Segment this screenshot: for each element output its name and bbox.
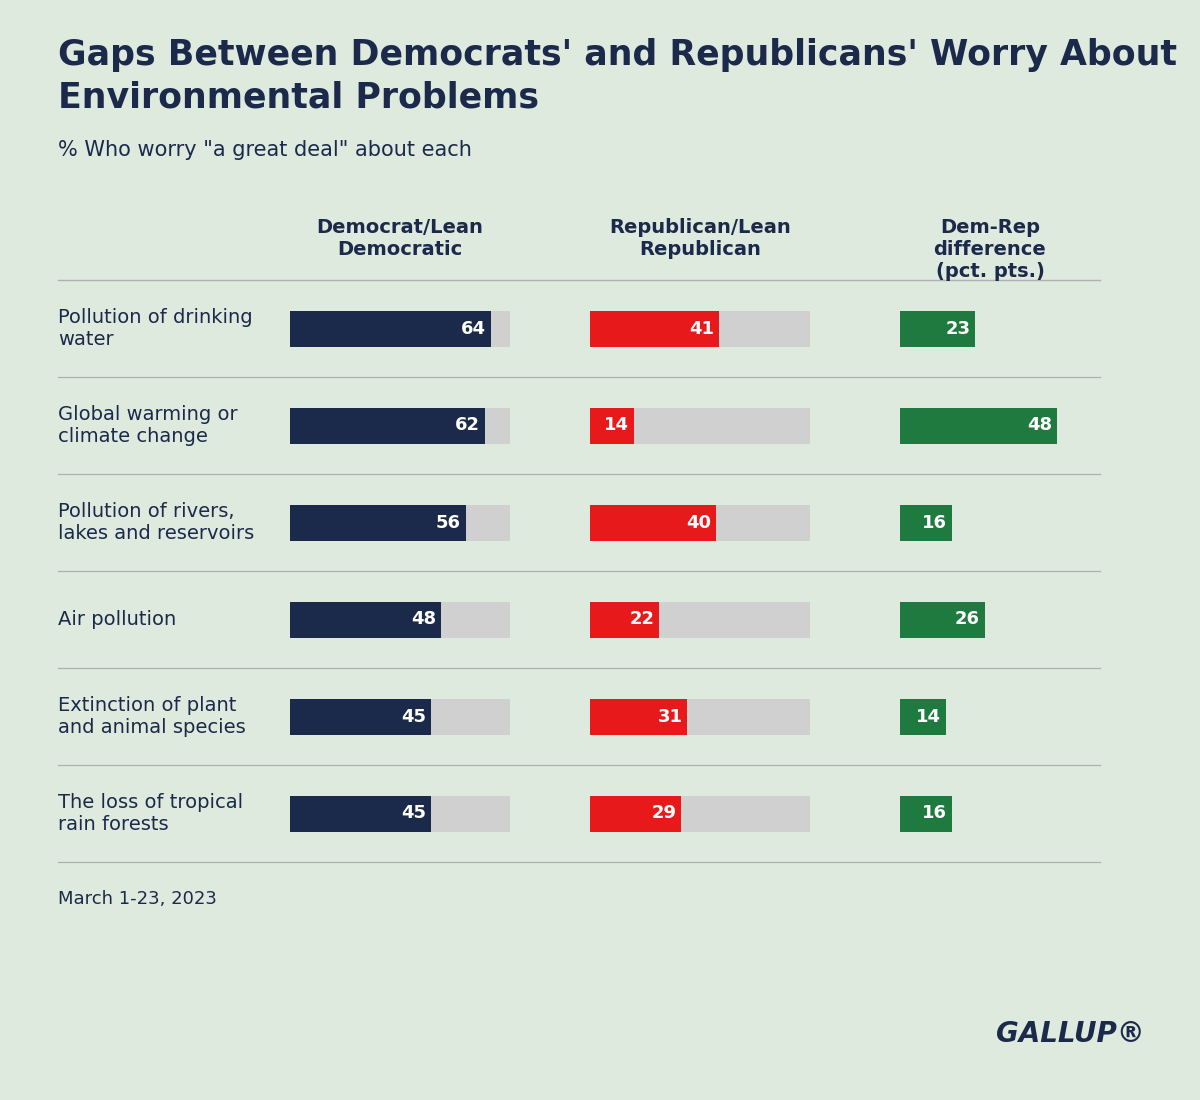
Bar: [290, 602, 510, 638]
Text: 26: 26: [955, 610, 980, 628]
Text: The loss of tropical
rain forests: The loss of tropical rain forests: [58, 793, 244, 834]
Bar: [290, 407, 485, 443]
Bar: [590, 310, 810, 346]
Text: Global warming or
climate change: Global warming or climate change: [58, 405, 238, 446]
Bar: [900, 310, 976, 346]
Text: 45: 45: [402, 707, 426, 726]
Bar: [590, 310, 719, 346]
Bar: [290, 698, 510, 735]
Text: 48: 48: [410, 610, 436, 628]
Bar: [290, 505, 466, 540]
Text: 48: 48: [1027, 417, 1052, 434]
Bar: [900, 407, 1057, 443]
Text: 45: 45: [402, 804, 426, 823]
Bar: [590, 795, 682, 832]
Text: Extinction of plant
and animal species: Extinction of plant and animal species: [58, 696, 246, 737]
Bar: [590, 407, 634, 443]
Text: Dem-Rep
difference
(pct. pts.): Dem-Rep difference (pct. pts.): [934, 218, 1046, 280]
Text: Pollution of drinking
water: Pollution of drinking water: [58, 308, 253, 349]
Text: 14: 14: [916, 707, 941, 726]
Bar: [290, 407, 510, 443]
Text: 64: 64: [461, 319, 486, 338]
Bar: [590, 602, 810, 638]
Bar: [590, 505, 715, 540]
Text: Republican/Lean
Republican: Republican/Lean Republican: [610, 218, 791, 258]
Bar: [590, 407, 810, 443]
Text: March 1-23, 2023: March 1-23, 2023: [58, 890, 217, 908]
Bar: [590, 505, 810, 540]
Text: 16: 16: [923, 514, 947, 531]
Text: 41: 41: [689, 319, 714, 338]
Text: % Who worry "a great deal" about each: % Who worry "a great deal" about each: [58, 140, 472, 159]
Text: Gaps Between Democrats' and Republicans' Worry About: Gaps Between Democrats' and Republicans'…: [58, 39, 1177, 72]
Text: 22: 22: [629, 610, 654, 628]
Text: 56: 56: [436, 514, 461, 531]
Bar: [290, 505, 510, 540]
Bar: [290, 602, 440, 638]
Bar: [290, 698, 432, 735]
Text: Air pollution: Air pollution: [58, 610, 176, 629]
Bar: [590, 602, 659, 638]
Text: 31: 31: [658, 707, 683, 726]
Bar: [290, 310, 510, 346]
Bar: [900, 505, 953, 540]
Bar: [900, 602, 985, 638]
Text: 62: 62: [455, 417, 480, 434]
Text: 14: 14: [604, 417, 629, 434]
Text: 23: 23: [946, 319, 971, 338]
Text: Pollution of rivers,
lakes and reservoirs: Pollution of rivers, lakes and reservoir…: [58, 502, 254, 543]
Bar: [590, 698, 810, 735]
Bar: [590, 795, 810, 832]
Bar: [900, 795, 953, 832]
Bar: [900, 698, 946, 735]
Bar: [290, 310, 491, 346]
Text: GALLUP®: GALLUP®: [996, 1020, 1145, 1048]
Text: 16: 16: [923, 804, 947, 823]
Text: Environmental Problems: Environmental Problems: [58, 80, 539, 114]
Bar: [290, 795, 432, 832]
Text: 29: 29: [652, 804, 676, 823]
Bar: [290, 795, 510, 832]
Text: Democrat/Lean
Democratic: Democrat/Lean Democratic: [317, 218, 484, 258]
Bar: [590, 698, 688, 735]
Text: 40: 40: [685, 514, 710, 531]
